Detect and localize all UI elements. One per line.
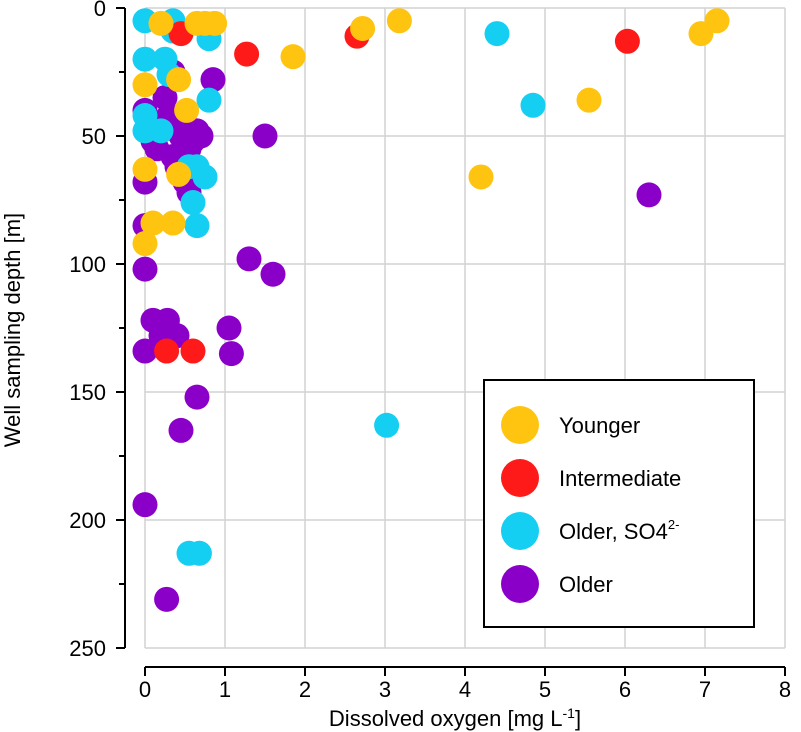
data-point [132, 492, 158, 518]
x-tick-label: 8 [779, 677, 791, 702]
data-point [132, 338, 158, 364]
x-tick-label: 0 [139, 677, 151, 702]
data-point [168, 417, 194, 443]
data-point [484, 21, 510, 47]
data-point [174, 97, 200, 123]
data-point [468, 164, 494, 190]
x-tick-label: 5 [539, 677, 551, 702]
x-tick-label: 6 [619, 677, 631, 702]
x-axis-title: Dissolved oxygen [mg L-1] [329, 705, 581, 731]
data-point [260, 261, 286, 287]
y-tick-label: 200 [69, 508, 106, 533]
x-tick-label: 1 [219, 677, 231, 702]
y-tick-label: 150 [69, 380, 106, 405]
legend-marker [501, 565, 539, 603]
data-point [280, 44, 306, 70]
data-point [184, 384, 210, 410]
data-point [184, 213, 210, 239]
ticks: 0 50 100 150 200 250 0 1 2 3 4 5 6 7 8 [69, 0, 791, 702]
data-point [200, 67, 226, 93]
data-point [154, 338, 180, 364]
data-point [520, 92, 546, 118]
data-point [188, 123, 214, 149]
legend-marker [501, 459, 539, 497]
data-point [386, 8, 412, 34]
data-point [132, 72, 158, 98]
y-tick-label: 250 [69, 636, 106, 661]
y-tick-label: 100 [69, 252, 106, 277]
data-point [132, 156, 158, 182]
legend-label: Older [559, 572, 613, 597]
legend-label: Older, SO42- [559, 517, 679, 544]
x-tick-label: 4 [459, 677, 471, 702]
y-tick-label: 50 [82, 124, 106, 149]
legend-marker [501, 406, 539, 444]
data-point [704, 8, 730, 34]
y-axis-title: Well sampling depth [m] [0, 213, 25, 447]
data-point [350, 15, 376, 41]
data-point [636, 182, 662, 208]
data-point [166, 161, 192, 187]
data-point [180, 190, 206, 216]
data-point [154, 586, 180, 612]
legend-marker [501, 512, 539, 550]
x-tick-label: 2 [299, 677, 311, 702]
data-point [180, 338, 206, 364]
legend-label: Intermediate [559, 466, 681, 491]
data-point [140, 210, 166, 236]
data-point [166, 67, 192, 93]
series-younger [132, 8, 730, 257]
data-point [614, 28, 640, 54]
data-point [216, 315, 242, 341]
x-tick-label: 3 [379, 677, 391, 702]
data-point [252, 123, 278, 149]
data-point [576, 87, 602, 113]
data-point [186, 540, 212, 566]
legend: Younger Intermediate Older, SO42- Older [483, 379, 755, 628]
data-point [234, 41, 260, 67]
data-points [132, 8, 730, 612]
data-point [202, 10, 228, 36]
data-point [148, 118, 174, 144]
data-point [132, 46, 158, 72]
legend-label: Younger [559, 413, 640, 438]
data-point [132, 231, 158, 257]
data-point [374, 412, 400, 438]
data-point [148, 10, 174, 36]
data-point [192, 164, 218, 190]
y-tick-label: 0 [94, 0, 106, 21]
x-tick-label: 7 [699, 677, 711, 702]
series-intermediate [154, 21, 640, 364]
data-point [218, 341, 244, 367]
data-point [132, 256, 158, 282]
data-point [160, 210, 186, 236]
data-point [196, 87, 222, 113]
data-point [236, 246, 262, 272]
